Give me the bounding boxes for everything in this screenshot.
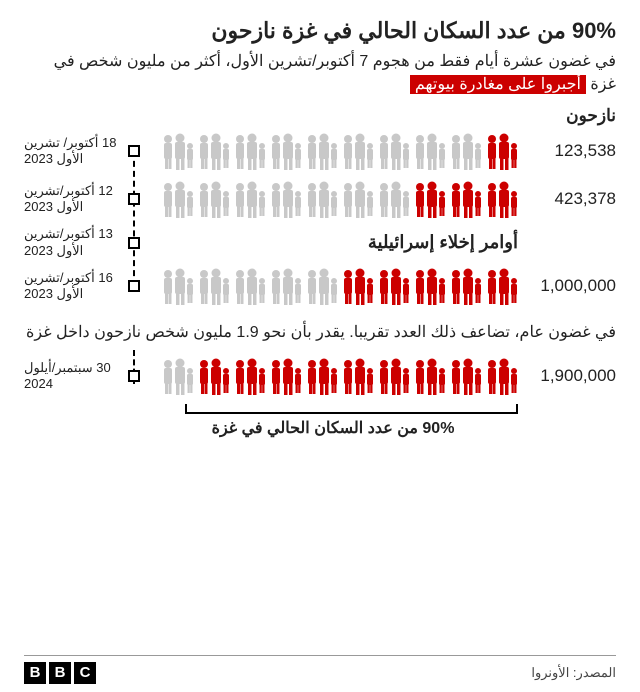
row-date: 18 أكتوبر/ تشرين الأول 2023: [24, 135, 134, 168]
bbc-b1: B: [24, 662, 46, 684]
people-chart: [146, 354, 518, 398]
data-row: 1,900,000: [24, 354, 616, 398]
timeline-marker: [128, 280, 140, 292]
row-date: 13 أكتوبر/تشرين الأول 2023: [24, 226, 134, 259]
row-value: 1,900,000: [524, 366, 616, 386]
evac-label: أوامر إخلاء إسرائيلية: [146, 232, 518, 253]
mid-text: في غضون عام، تضاعف ذلك العدد تقريبا. يقد…: [24, 321, 616, 344]
data-row: 1,000,000: [24, 265, 616, 307]
timeline-marker: [128, 370, 140, 382]
chart-rows: 123,538: [24, 130, 616, 438]
bracket: 90% من عدد السكان الحالي في غزة: [24, 404, 616, 438]
bbc-c: C: [74, 662, 96, 684]
timeline-marker: [128, 237, 140, 249]
people-chart: [146, 267, 518, 305]
row-date: 12 أكتوبر/تشرين الأول 2023: [24, 183, 134, 216]
row-value: 1,000,000: [524, 276, 616, 296]
evac-row: أوامر إخلاء إسرائيلية 13 أكتوبر/تشرين ال…: [24, 226, 616, 259]
timeline-marker: [128, 193, 140, 205]
row-value: 123,538: [524, 141, 616, 161]
page-title: 90% من عدد السكان الحالي في غزة نازحون: [24, 18, 616, 44]
row-date: 16 أكتوبر/تشرين الأول 2023: [24, 270, 134, 303]
data-row: 423,378: [24, 178, 616, 220]
data-row: 123,538: [24, 130, 616, 172]
bbc-logo: B B C: [24, 662, 96, 684]
bbc-b2: B: [49, 662, 71, 684]
row-value: 423,378: [524, 189, 616, 209]
source-text: المصدر: الأونروا: [531, 665, 616, 681]
people-chart: [146, 132, 518, 170]
subtitle-highlight: أجبروا على مغادرة بيوتهم: [410, 75, 586, 94]
bracket-label: 90% من عدد السكان الحالي في غزة: [148, 418, 518, 438]
footer: المصدر: الأونروا B B C: [24, 655, 616, 684]
timeline-marker: [128, 145, 140, 157]
section-label: نازحون: [24, 106, 616, 126]
subtitle: في غضون عشرة أيام فقط من هجوم 7 أكتوبر/ت…: [24, 50, 616, 96]
people-chart: [146, 180, 518, 218]
row-date: 30 سبتمبر/أيلول 2024: [24, 360, 134, 393]
